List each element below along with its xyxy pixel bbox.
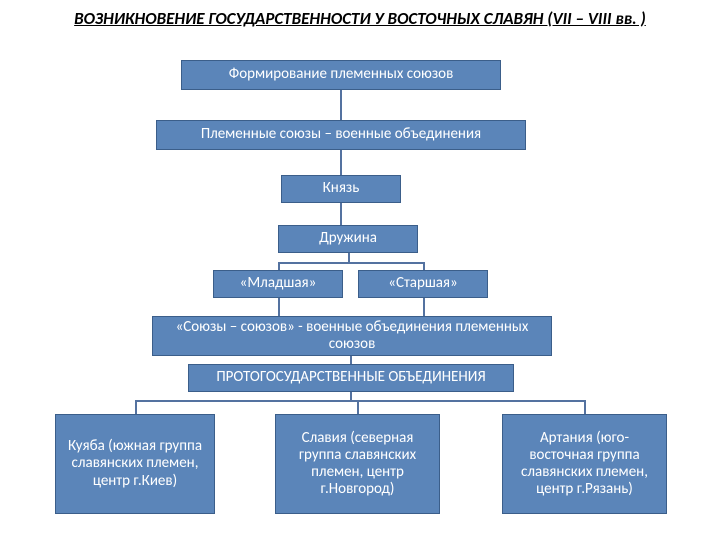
connector — [423, 262, 425, 270]
connector — [340, 203, 342, 225]
connector — [135, 400, 137, 414]
node-n11: Артания (юго-восточная группа славянских… — [502, 414, 667, 514]
node-n3: Князь — [281, 175, 401, 203]
connector — [340, 90, 342, 120]
connector — [348, 253, 350, 262]
node-n7: «Союзы – союзов» - военные объединения п… — [152, 316, 552, 356]
connector — [350, 356, 352, 364]
diagram-title: ВОЗНИКНОВЕНИЕ ГОСУДАРСТВЕННОСТИ У ВОСТОЧ… — [0, 8, 720, 29]
connector — [278, 298, 280, 316]
connector — [135, 400, 585, 402]
connector — [350, 392, 352, 400]
node-n8: ПРОТОГОСУДАРСТВЕННЫЕ ОБЪЕДИНЕНИЯ — [188, 364, 514, 392]
node-n10: Славия (северная группа славянских племе… — [275, 414, 440, 514]
page: ВОЗНИКНОВЕНИЕ ГОСУДАРСТВЕННОСТИ У ВОСТОЧ… — [0, 0, 720, 540]
node-n9: Куяба (южная группа славянских племен, ц… — [55, 414, 215, 514]
connector — [340, 150, 342, 175]
node-n6: «Старшая» — [358, 270, 488, 298]
connector — [278, 262, 280, 270]
connector — [278, 262, 423, 264]
connector — [357, 400, 359, 414]
node-n4: Дружина — [278, 225, 418, 253]
node-n5: «Младшая» — [213, 270, 343, 298]
node-n2: Племенные союзы – военные объединения — [156, 120, 526, 150]
connector — [423, 298, 425, 316]
connector — [584, 400, 586, 414]
node-n1: Формирование племенных союзов — [181, 60, 501, 90]
